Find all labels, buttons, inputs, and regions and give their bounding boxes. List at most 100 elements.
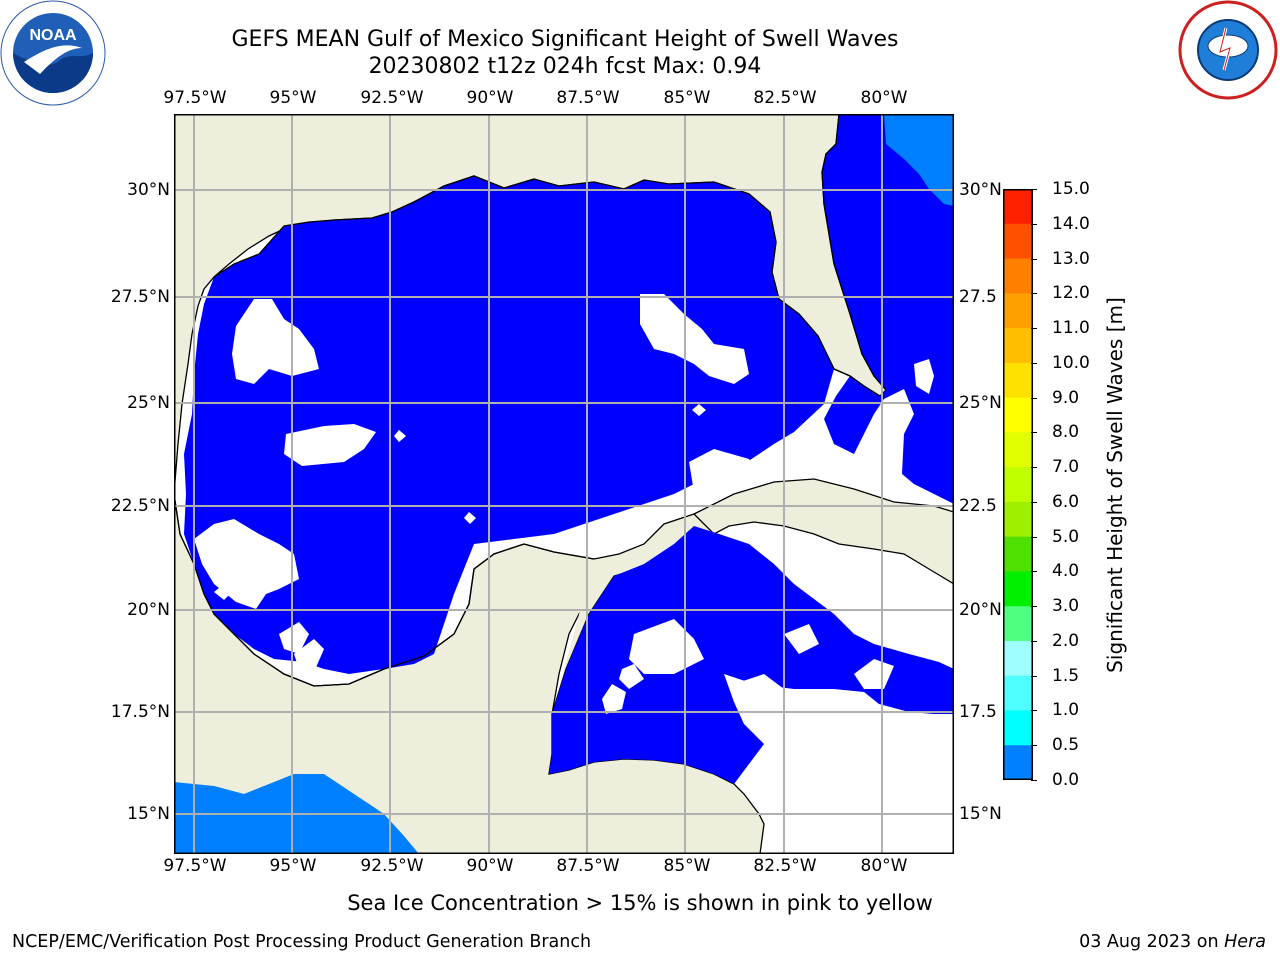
lon-label-bottom: 85°W: [663, 856, 711, 876]
colorbar-tick-label: 0.5: [1052, 735, 1080, 756]
colorbar-tick-label: 3.0: [1052, 596, 1080, 617]
colorbar-tick: [1031, 223, 1037, 225]
coastline-florida-east: [821, 114, 887, 391]
lat-label-left: 22.5°N: [110, 496, 170, 516]
colorbar-segment: [1003, 293, 1033, 329]
lon-label-top: 85°W: [663, 88, 711, 108]
swell-caribbean: [549, 526, 954, 784]
colorbar-segment: [1003, 189, 1033, 225]
colorbar-tick: [1031, 189, 1037, 190]
colorbar-segment: [1003, 397, 1033, 433]
swell-gap: [464, 512, 476, 524]
lon-label-top: 92.5°W: [360, 88, 424, 108]
lat-label-right: 25°N: [959, 393, 1002, 413]
swell-gap: [602, 684, 626, 714]
swell-gap: [214, 584, 232, 600]
lon-label-bottom: 95°W: [269, 856, 317, 876]
nws-logo: [1178, 0, 1278, 100]
colorbar-title: Significant Height of Swell Waves [m]: [1103, 297, 1127, 673]
colorbar-tick-label: 10.0: [1052, 352, 1090, 373]
colorbar-tick: [1031, 258, 1037, 260]
colorbar-segment: [1003, 223, 1033, 260]
lon-label-top: 90°W: [466, 88, 514, 108]
lat-label-left: 30°N: [127, 180, 170, 200]
colorbar-tick: [1031, 397, 1037, 399]
lon-label-top: 97.5°W: [163, 88, 227, 108]
swell-gulf-main: [184, 176, 834, 674]
map-border: [174, 114, 954, 854]
colorbar-segment: [1003, 467, 1033, 503]
colorbar-tick: [1031, 501, 1037, 503]
colorbar-segment: [1003, 745, 1033, 780]
lon-label-top: 87.5°W: [556, 88, 620, 108]
lat-label-right: 15°N: [959, 804, 1002, 824]
swell-gap: [284, 424, 376, 466]
swell-gap: [394, 430, 406, 442]
lat-label-left: 15°N: [127, 804, 170, 824]
colorbar-tick-label: 11.0: [1052, 318, 1090, 339]
issue-date: 03 Aug 2023 on Hera: [1079, 932, 1266, 952]
colorbar-tick-label: 2.0: [1052, 630, 1080, 651]
lon-label-top: 82.5°W: [753, 88, 817, 108]
colorbar-segment: [1003, 536, 1033, 572]
colorbar-tick: [1031, 606, 1037, 608]
swell-gap: [640, 294, 749, 384]
swell-gap: [914, 359, 934, 394]
colorbar: [1003, 189, 1033, 780]
swell-gap: [194, 519, 299, 609]
coastline: [174, 493, 595, 687]
colorbar-segment: [1003, 362, 1033, 399]
lon-label-bottom: 92.5°W: [360, 856, 424, 876]
noaa-logo: NOAA: [0, 0, 106, 106]
lat-label-left: 20°N: [127, 600, 170, 620]
lon-label-bottom: 90°W: [466, 856, 514, 876]
colorbar-tick: [1031, 536, 1037, 538]
swell-gap: [232, 299, 319, 384]
colorbar-tick-label: 6.0: [1052, 491, 1080, 512]
colorbar-segment: [1003, 432, 1033, 468]
colorbar-tick: [1031, 640, 1037, 642]
coastline: [213, 175, 881, 397]
lat-label-left: 25°N: [127, 393, 170, 413]
lat-label-right: 22.5: [959, 496, 997, 516]
swell-gap: [294, 639, 324, 672]
lon-label-bottom: 97.5°W: [163, 856, 227, 876]
lon-label-bottom: 80°W: [860, 856, 908, 876]
swell-gap: [279, 622, 309, 654]
map-subtitle: 20230802 t12z 024h fcst Max: 0.94: [368, 54, 762, 79]
colorbar-tick: [1031, 675, 1037, 677]
colorbar-segment: [1003, 640, 1033, 677]
colorbar-segment: [1003, 710, 1033, 746]
colorbar-tick: [1031, 362, 1037, 364]
swell-gap: [619, 664, 644, 689]
lon-label-top: 95°W: [269, 88, 317, 108]
lat-label-right: 27.5: [959, 287, 997, 307]
colorbar-tick-label: 0.0: [1052, 770, 1080, 790]
map-panel: [174, 114, 954, 854]
lat-label-right: 20°N: [959, 600, 1002, 620]
colorbar-tick-label: 4.0: [1052, 561, 1080, 582]
colorbar-tick-label: 9.0: [1052, 387, 1080, 408]
lon-label-top: 80°W: [860, 88, 908, 108]
swell-gap: [734, 674, 784, 714]
lat-label-left: 17.5°N: [110, 702, 170, 722]
swell-gap: [784, 624, 819, 654]
colorbar-tick-label: 14.0: [1052, 213, 1090, 234]
colorbar-segment: [1003, 571, 1033, 607]
colorbar-tick: [1031, 328, 1037, 330]
lat-label-right: 30°N: [959, 180, 1002, 200]
colorbar-tick: [1031, 710, 1037, 712]
swell-gap: [692, 404, 706, 416]
colorbar-tick-label: 1.0: [1052, 700, 1080, 721]
lon-label-bottom: 87.5°W: [556, 856, 620, 876]
swell-atlantic: [822, 114, 954, 504]
colorbar-tick: [1031, 745, 1037, 747]
swell-gap: [854, 659, 894, 689]
colorbar-tick: [1031, 780, 1037, 781]
colorbar-tick-label: 5.0: [1052, 526, 1080, 547]
sea-ice-note: Sea Ice Concentration > 15% is shown in …: [347, 891, 933, 915]
gridlines: [174, 114, 954, 854]
colorbar-segment: [1003, 675, 1033, 711]
lon-label-bottom: 82.5°W: [753, 856, 817, 876]
colorbar-segment: [1003, 328, 1033, 364]
